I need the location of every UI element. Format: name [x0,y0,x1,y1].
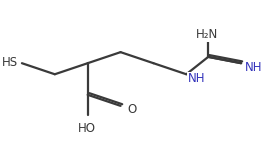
Text: HO: HO [78,122,96,135]
Text: O: O [127,103,137,116]
Text: HS: HS [2,56,18,69]
Text: H₂N: H₂N [196,28,218,41]
Text: NH: NH [188,73,205,85]
Text: NH: NH [245,61,263,74]
